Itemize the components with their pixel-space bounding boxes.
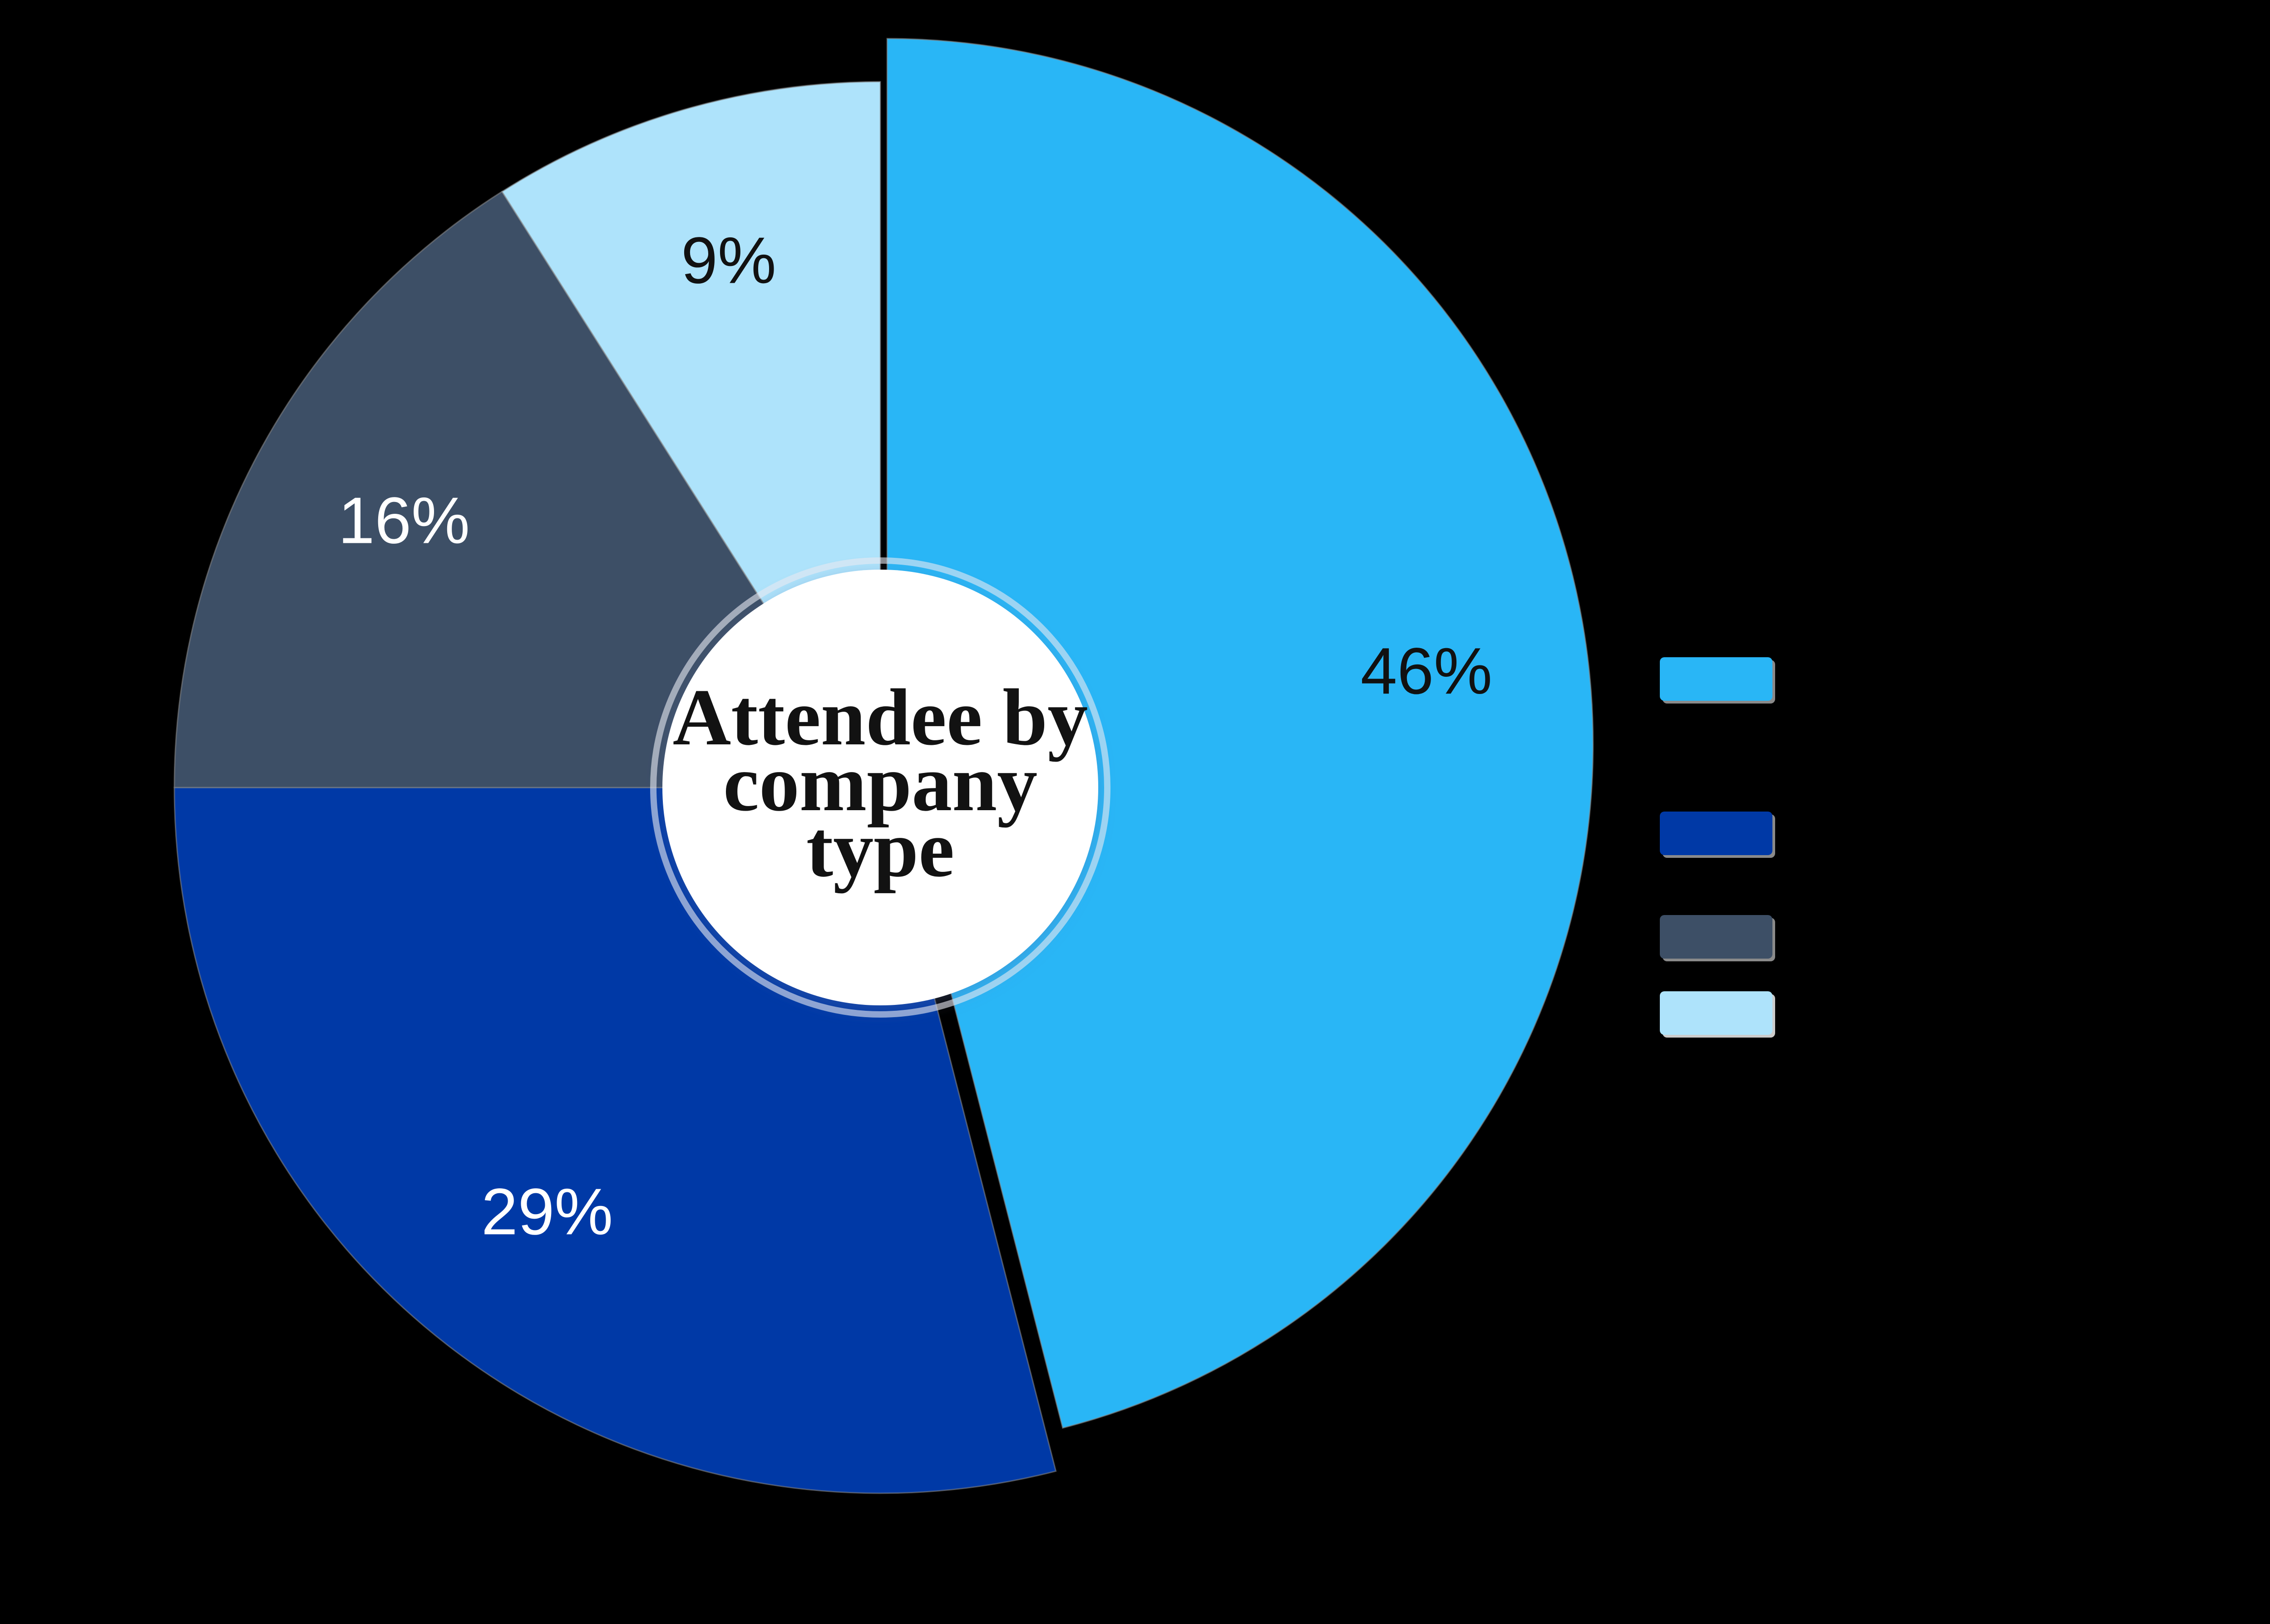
- svg-text:46%: 46%: [1361, 634, 1492, 708]
- svg-text:9%: 9%: [681, 223, 776, 297]
- svg-text:type: type: [806, 804, 954, 894]
- svg-text:29%: 29%: [481, 1175, 613, 1248]
- svg-text:16%: 16%: [338, 483, 470, 557]
